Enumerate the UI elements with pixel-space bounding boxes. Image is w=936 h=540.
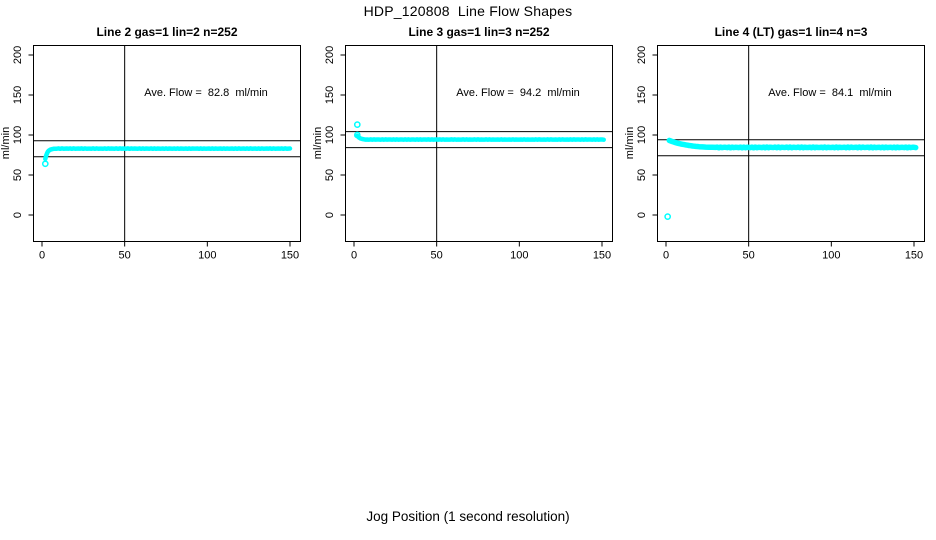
flow-series-band	[666, 137, 919, 151]
y-axis-label: ml/min	[624, 127, 636, 159]
panel-title: Line 4 (LT) gas=1 lin=4 n=3	[715, 25, 868, 39]
y-tick-label: 150	[12, 86, 24, 104]
flow-series-band	[355, 133, 606, 142]
y-tick-label: 100	[324, 126, 336, 144]
panel-line-2: 0 50 100 150 0 50 100 150 200 ml/min Line 2 gas=1 …	[0, 20, 312, 270]
outlier-point	[353, 131, 361, 139]
y-tick-label: 0	[636, 212, 648, 218]
x-tick-label: 150	[281, 250, 299, 262]
y-tick-label: 100	[12, 126, 24, 144]
y-tick-label: 50	[636, 169, 648, 181]
plot-box	[657, 45, 925, 242]
panel-line-4: 0 50 100 150 0 50 100 150 200 ml/min Line 4 (LT) g…	[624, 20, 936, 270]
y-tick-label: 50	[324, 169, 336, 181]
y-tick-label: 0	[324, 212, 336, 218]
panel-line-3-plot: 0 50 100 150 0 50 100 150 200 ml/min Line 3 gas=1 …	[312, 25, 613, 262]
x-tick-label: 100	[510, 250, 528, 262]
panel-line-4-plot: 0 50 100 150 0 50 100 150 200 ml/min Line 4 (LT) g…	[624, 25, 925, 262]
panel-line-2-plot: 0 50 100 150 0 50 100 150 200 ml/min Line 2 gas=1 …	[0, 25, 301, 262]
x-tick-label: 0	[663, 250, 669, 262]
y-tick-label: 200	[636, 46, 648, 64]
ave-flow-annotation: Ave. Flow = 82.8 ml/min	[144, 87, 268, 99]
x-tick-label: 0	[39, 250, 45, 262]
plot-box	[345, 45, 613, 242]
panel-line-3: 0 50 100 150 0 50 100 150 200 ml/min Line 3 gas=1 …	[312, 20, 624, 270]
panel-title: Line 2 gas=1 lin=2 n=252	[96, 25, 237, 39]
y-tick-label: 50	[12, 169, 24, 181]
y-tick-label: 150	[636, 86, 648, 104]
ave-flow-annotation: Ave. Flow = 84.1 ml/min	[768, 87, 892, 99]
x-tick-label: 50	[743, 250, 755, 262]
plot-box	[33, 45, 301, 242]
panel-title: Line 3 gas=1 lin=3 n=252	[408, 25, 549, 39]
x-tick-label: 150	[905, 250, 923, 262]
y-tick-label: 0	[12, 212, 24, 218]
ave-flow-annotation: Ave. Flow = 94.2 ml/min	[456, 87, 580, 99]
y-axis-label: ml/min	[0, 127, 12, 159]
x-axis-label: Jog Position (1 second resolution)	[366, 509, 570, 524]
x-tick-label: 50	[119, 250, 131, 262]
y-axis-label: ml/min	[312, 127, 324, 159]
outlier-point	[353, 121, 361, 128]
x-tick-label: 150	[593, 250, 611, 262]
y-tick-label: 200	[12, 46, 24, 64]
flow-series-band	[43, 146, 293, 162]
outlier-point	[41, 160, 49, 168]
figure-title: HDP_120808 Line Flow Shapes	[363, 3, 573, 19]
x-tick-label: 50	[431, 250, 443, 262]
x-tick-label: 100	[198, 250, 216, 262]
x-tick-label: 100	[822, 250, 840, 262]
outlier-point	[664, 213, 672, 220]
y-tick-label: 150	[324, 86, 336, 104]
x-tick-label: 0	[351, 250, 357, 262]
y-tick-label: 200	[324, 46, 336, 64]
y-tick-label: 100	[636, 126, 648, 144]
